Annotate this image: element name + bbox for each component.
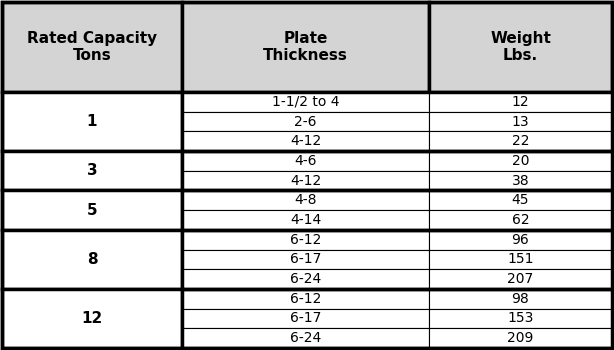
- Text: 4-8: 4-8: [294, 193, 317, 207]
- Text: 8: 8: [87, 252, 97, 267]
- Bar: [429, 210, 612, 230]
- Text: 6-24: 6-24: [290, 272, 321, 286]
- Text: 62: 62: [511, 213, 529, 227]
- Text: 45: 45: [511, 193, 529, 207]
- Bar: [182, 190, 429, 210]
- Text: 207: 207: [507, 272, 534, 286]
- Text: 98: 98: [511, 292, 529, 306]
- Bar: [429, 269, 612, 289]
- Text: 4-14: 4-14: [290, 213, 321, 227]
- Text: 4-6: 4-6: [294, 154, 317, 168]
- Bar: [182, 210, 429, 230]
- Bar: [182, 269, 429, 289]
- Text: 6-12: 6-12: [290, 233, 321, 247]
- Bar: [182, 2, 429, 92]
- Bar: [182, 171, 429, 190]
- Text: 38: 38: [511, 174, 529, 188]
- Bar: [2, 2, 182, 92]
- Text: 5: 5: [87, 203, 97, 218]
- Bar: [182, 112, 429, 131]
- Text: 6-17: 6-17: [290, 312, 321, 326]
- Bar: [2, 92, 182, 151]
- Text: 96: 96: [511, 233, 529, 247]
- Text: 3: 3: [87, 163, 97, 178]
- Text: 209: 209: [507, 331, 534, 345]
- Text: Plate
Thickness: Plate Thickness: [263, 31, 348, 63]
- Bar: [429, 131, 612, 151]
- Text: 153: 153: [507, 312, 534, 326]
- Text: 2-6: 2-6: [294, 114, 317, 128]
- Text: 151: 151: [507, 252, 534, 266]
- Text: 4-12: 4-12: [290, 174, 321, 188]
- Bar: [429, 112, 612, 131]
- Bar: [182, 328, 429, 348]
- Text: 12: 12: [511, 95, 529, 109]
- Text: 6-24: 6-24: [290, 331, 321, 345]
- Text: 20: 20: [511, 154, 529, 168]
- Bar: [182, 151, 429, 171]
- Bar: [429, 190, 612, 210]
- Text: 1-1/2 to 4: 1-1/2 to 4: [272, 95, 339, 109]
- Bar: [429, 250, 612, 269]
- Text: Weight
Lbs.: Weight Lbs.: [490, 31, 551, 63]
- Text: 22: 22: [511, 134, 529, 148]
- Bar: [429, 171, 612, 190]
- Text: 13: 13: [511, 114, 529, 128]
- Bar: [429, 151, 612, 171]
- Text: 12: 12: [81, 311, 103, 326]
- Bar: [429, 230, 612, 250]
- Bar: [2, 151, 182, 190]
- Bar: [182, 289, 429, 309]
- Bar: [429, 92, 612, 112]
- Bar: [2, 230, 182, 289]
- Text: 1: 1: [87, 114, 97, 129]
- Bar: [182, 92, 429, 112]
- Bar: [2, 190, 182, 230]
- Bar: [429, 309, 612, 328]
- Bar: [182, 250, 429, 269]
- Bar: [429, 289, 612, 309]
- Bar: [2, 289, 182, 348]
- Bar: [182, 131, 429, 151]
- Bar: [182, 230, 429, 250]
- Text: 4-12: 4-12: [290, 134, 321, 148]
- Bar: [182, 309, 429, 328]
- Bar: [429, 2, 612, 92]
- Text: 6-12: 6-12: [290, 292, 321, 306]
- Text: Rated Capacity
Tons: Rated Capacity Tons: [27, 31, 157, 63]
- Bar: [429, 328, 612, 348]
- Text: 6-17: 6-17: [290, 252, 321, 266]
